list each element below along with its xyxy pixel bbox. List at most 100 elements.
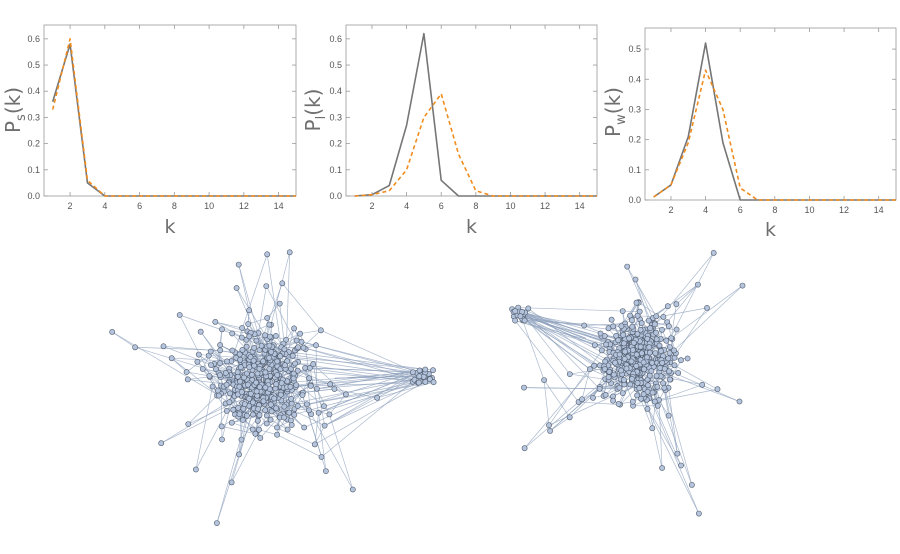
network-node <box>678 357 684 364</box>
network-node <box>237 378 243 385</box>
network-node <box>653 336 660 343</box>
network-edge <box>569 373 609 381</box>
network-node <box>647 325 653 331</box>
network-node <box>253 337 260 344</box>
network-edge <box>569 368 605 375</box>
network-node <box>184 376 191 383</box>
network-node <box>661 365 668 372</box>
network-node <box>638 320 645 327</box>
network-node <box>374 394 381 401</box>
network-edge <box>111 331 136 348</box>
x-tick-label: 12 <box>239 201 249 211</box>
network-node <box>624 263 631 270</box>
network-node <box>278 380 285 386</box>
network-node <box>630 339 637 346</box>
y-axis-title-main: P <box>1 121 25 133</box>
network-node <box>224 358 230 365</box>
network-node <box>546 422 552 429</box>
network-node <box>667 344 673 350</box>
network-edge <box>221 426 256 435</box>
network-node <box>666 368 672 375</box>
network-node <box>223 407 230 414</box>
network-node <box>295 344 301 351</box>
network-node <box>640 359 647 366</box>
degree-distribution-chart-s: 0.0 0.1 0.2 0.3 0.4 0.5 0.6 2 4 6 8 10 12 14 k Ps(k) <box>1 24 297 238</box>
network-edge <box>581 369 591 400</box>
y-axis-title-arg: (k) <box>601 87 625 114</box>
network-node <box>673 326 680 333</box>
network-node <box>739 282 746 289</box>
y-axis-title-arg: (k) <box>1 87 25 114</box>
network-node <box>649 359 655 366</box>
x-tick-label: 8 <box>772 205 777 215</box>
network-node <box>212 318 219 325</box>
network-edge <box>188 393 254 425</box>
network-node <box>206 372 213 379</box>
x-tick-label: 2 <box>668 205 673 215</box>
x-tick-label: 12 <box>540 201 550 211</box>
network-edge <box>578 364 624 403</box>
network-node <box>422 366 429 373</box>
network-edge <box>308 410 354 490</box>
network-node <box>634 392 640 399</box>
network-node <box>590 394 596 401</box>
network-node <box>246 307 252 314</box>
y-axis-title-sub: l <box>314 116 329 120</box>
network-edge <box>549 417 570 432</box>
network-edge <box>524 365 595 449</box>
network-edge <box>309 367 319 413</box>
network-node <box>274 372 281 378</box>
network-edge <box>312 364 325 426</box>
network-node <box>674 450 681 457</box>
network-node <box>262 369 269 376</box>
network-node <box>266 321 273 328</box>
network-edge <box>543 379 570 418</box>
network-node <box>297 330 303 337</box>
network-edge <box>276 434 322 458</box>
network-edge <box>238 264 250 311</box>
network-node <box>331 386 338 392</box>
x-tick-label: 8 <box>473 201 478 211</box>
y-axis-title-sub: w <box>614 114 629 125</box>
network-node <box>621 340 627 347</box>
network-edge <box>304 374 421 428</box>
network-node <box>610 323 617 330</box>
network-node <box>656 342 663 349</box>
network-node <box>237 364 244 371</box>
network-edge <box>329 414 354 490</box>
network-edge <box>323 382 418 407</box>
network-node <box>541 377 547 383</box>
network-node <box>291 411 298 418</box>
network-node <box>239 417 246 423</box>
network-node <box>255 406 261 412</box>
network-node <box>264 251 271 258</box>
network-edge <box>517 315 605 369</box>
series-line-2 <box>653 69 896 201</box>
network-node <box>207 348 214 355</box>
network-edge <box>676 284 699 305</box>
network-node <box>321 403 327 409</box>
network-node <box>249 371 255 378</box>
network-node <box>158 440 165 447</box>
network-node <box>653 372 660 379</box>
y-tick-label: 0.5 <box>27 60 40 70</box>
network-node <box>263 412 270 419</box>
network-node <box>653 329 659 336</box>
network-node <box>272 332 279 339</box>
network-node <box>214 387 221 394</box>
y-tick-label: 0.1 <box>628 165 641 175</box>
series-line-2 <box>51 38 296 197</box>
network-edge <box>548 350 603 426</box>
network-node <box>235 404 242 411</box>
network-edge <box>640 363 740 402</box>
network-node <box>512 308 519 314</box>
network-node <box>290 370 297 377</box>
network-edge <box>647 408 700 514</box>
network-node <box>601 333 608 339</box>
network-node <box>176 312 183 318</box>
network-node <box>236 383 243 390</box>
network-node <box>292 360 298 367</box>
network-edge <box>280 370 420 388</box>
network-node <box>626 335 632 342</box>
